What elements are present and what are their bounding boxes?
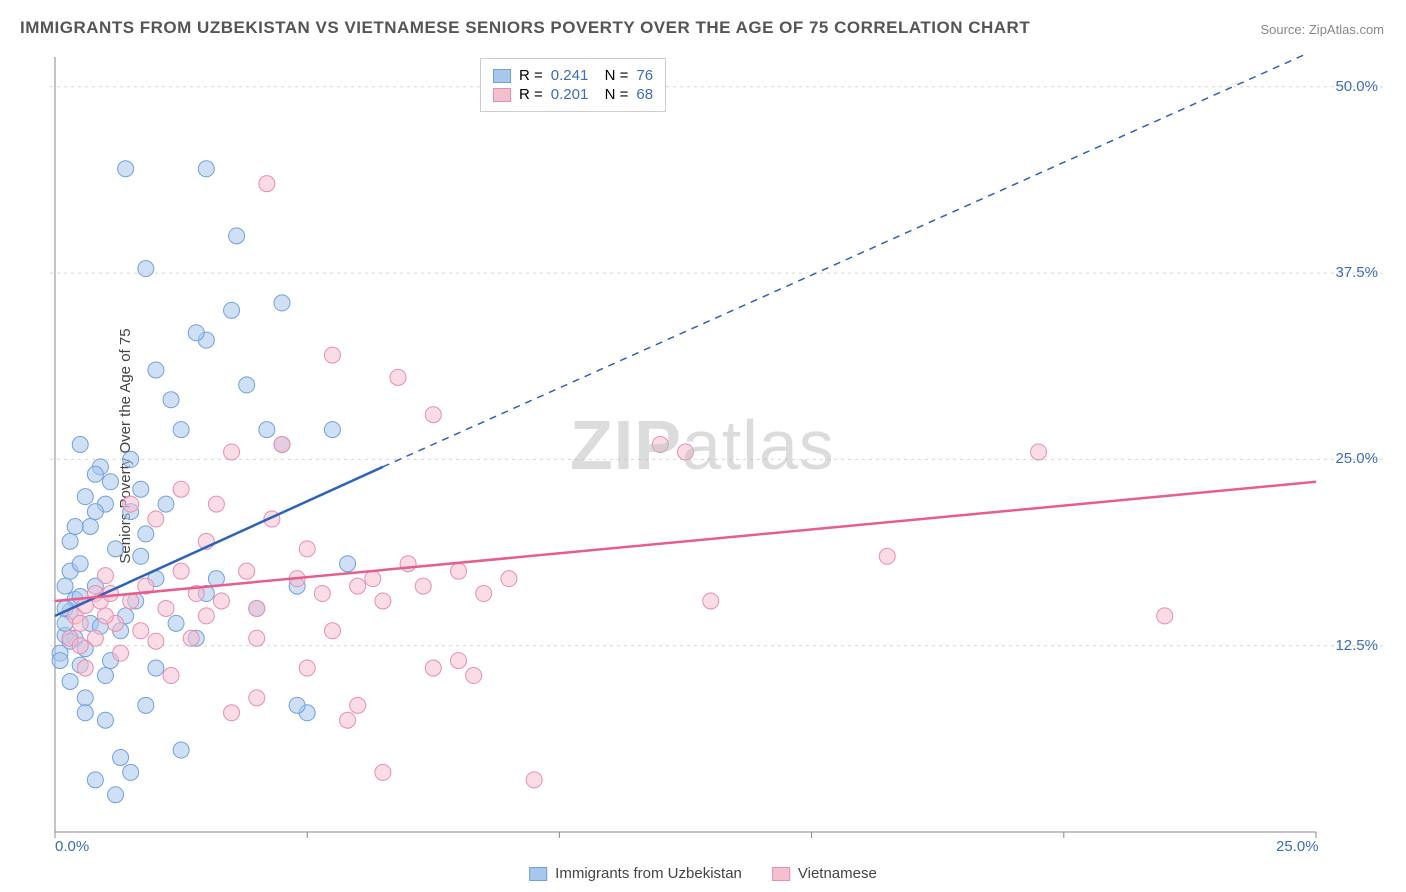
stats-row-1: R = 0.201 N = 68 — [493, 86, 653, 103]
x-tick-label: 25.0% — [1276, 838, 1319, 855]
y-tick-label: 25.0% — [1335, 450, 1378, 467]
y-tick-label: 12.5% — [1335, 637, 1378, 654]
swatch-icon — [493, 69, 511, 83]
x-tick-label: 0.0% — [55, 838, 89, 855]
legend-item-1: Vietnamese — [772, 865, 877, 882]
stat-r-value: 0.201 — [551, 86, 589, 103]
stats-row-0: R = 0.241 N = 76 — [493, 67, 653, 84]
stat-label: R = — [519, 67, 543, 84]
stats-legend: R = 0.241 N = 76 R = 0.201 N = 68 — [480, 58, 666, 112]
y-tick-label: 37.5% — [1335, 264, 1378, 281]
swatch-icon — [772, 867, 790, 881]
legend-item-0: Immigrants from Uzbekistan — [529, 865, 742, 882]
y-tick-label: 50.0% — [1335, 78, 1378, 95]
legend-label: Vietnamese — [798, 865, 877, 882]
stat-label: N = — [596, 86, 628, 103]
stat-n-value: 68 — [636, 86, 653, 103]
stat-label: R = — [519, 86, 543, 103]
swatch-icon — [493, 88, 511, 102]
scatter-chart — [50, 55, 1386, 852]
stat-n-value: 76 — [636, 67, 653, 84]
series-legend: Immigrants from Uzbekistan Vietnamese — [529, 865, 877, 882]
source-label: Source: ZipAtlas.com — [1260, 22, 1384, 37]
stat-r-value: 0.241 — [551, 67, 589, 84]
swatch-icon — [529, 867, 547, 881]
legend-label: Immigrants from Uzbekistan — [555, 865, 742, 882]
chart-title: IMMIGRANTS FROM UZBEKISTAN VS VIETNAMESE… — [20, 18, 1030, 38]
chart-area: ZIPatlas R = 0.241 N = 76 R = 0.201 N = … — [50, 55, 1386, 852]
stat-label: N = — [596, 67, 628, 84]
